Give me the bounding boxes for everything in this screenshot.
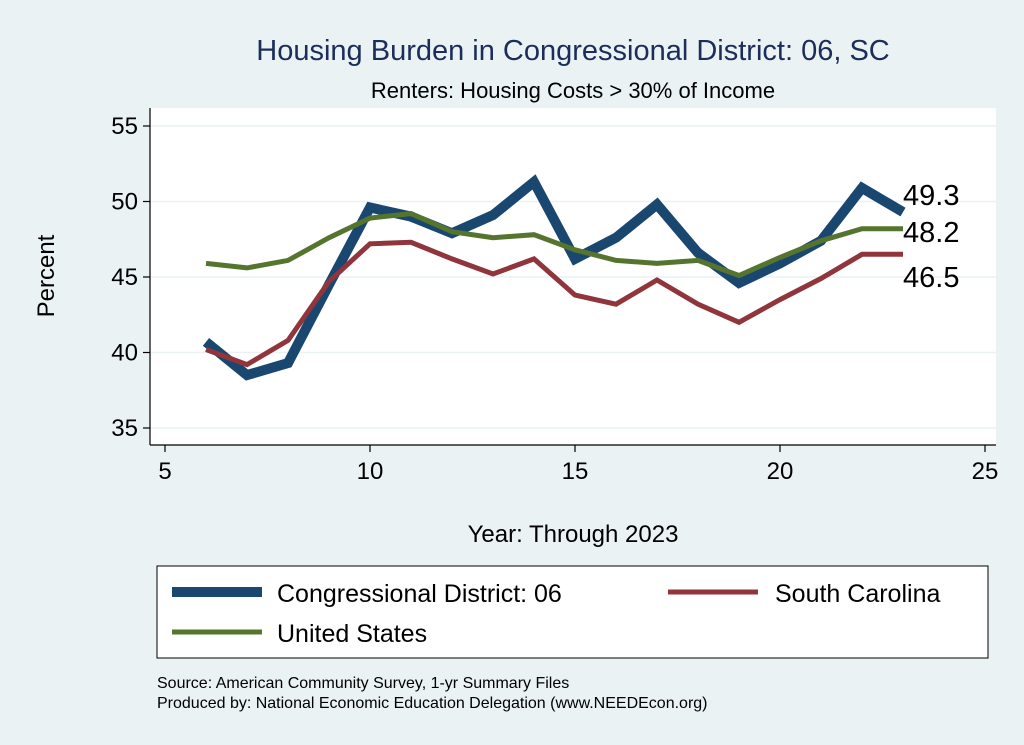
end-label-district: 49.3	[903, 180, 959, 212]
series-lines	[202, 174, 906, 381]
end-label-south-carolina: 46.5	[903, 262, 959, 294]
legend-label-south-carolina: South Carolina	[775, 580, 940, 608]
y-axis-title: Percent	[33, 234, 60, 317]
x-tick-label: 10	[357, 458, 384, 485]
series-line-united-states	[205, 211, 903, 279]
legend: Congressional District: 06 South Carolina…	[172, 580, 940, 648]
y-tick-label: 55	[111, 113, 138, 140]
end-label-united-states: 48.2	[903, 217, 959, 249]
y-tick-label: 45	[111, 264, 138, 291]
y-tick-label: 40	[111, 340, 138, 367]
end-labels: 49.3 48.2 46.5	[903, 180, 959, 294]
x-tick-label: 20	[767, 458, 794, 485]
chart-subtitle: Renters: Housing Costs > 30% of Income	[371, 78, 775, 103]
legend-label-united-states: United States	[277, 620, 427, 648]
x-axis-title: Year: Through 2023	[468, 521, 679, 548]
y-tick-label: 35	[111, 415, 138, 442]
x-tick-label: 5	[158, 458, 171, 485]
y-tick-label: 50	[111, 189, 138, 216]
series-line-south-carolina	[205, 239, 903, 368]
source-line-1: Source: American Community Survey, 1-yr …	[157, 675, 569, 692]
legend-box	[156, 565, 989, 659]
source-line-2: Produced by: National Economic Education…	[157, 695, 708, 712]
series-line-congressional-district-06	[202, 174, 906, 381]
x-tick-label: 15	[562, 458, 589, 485]
legend-label-congressional-district-06: Congressional District: 06	[277, 580, 562, 608]
x-tick-label: 25	[972, 458, 999, 485]
chart-title: Housing Burden in Congressional District…	[256, 35, 889, 67]
